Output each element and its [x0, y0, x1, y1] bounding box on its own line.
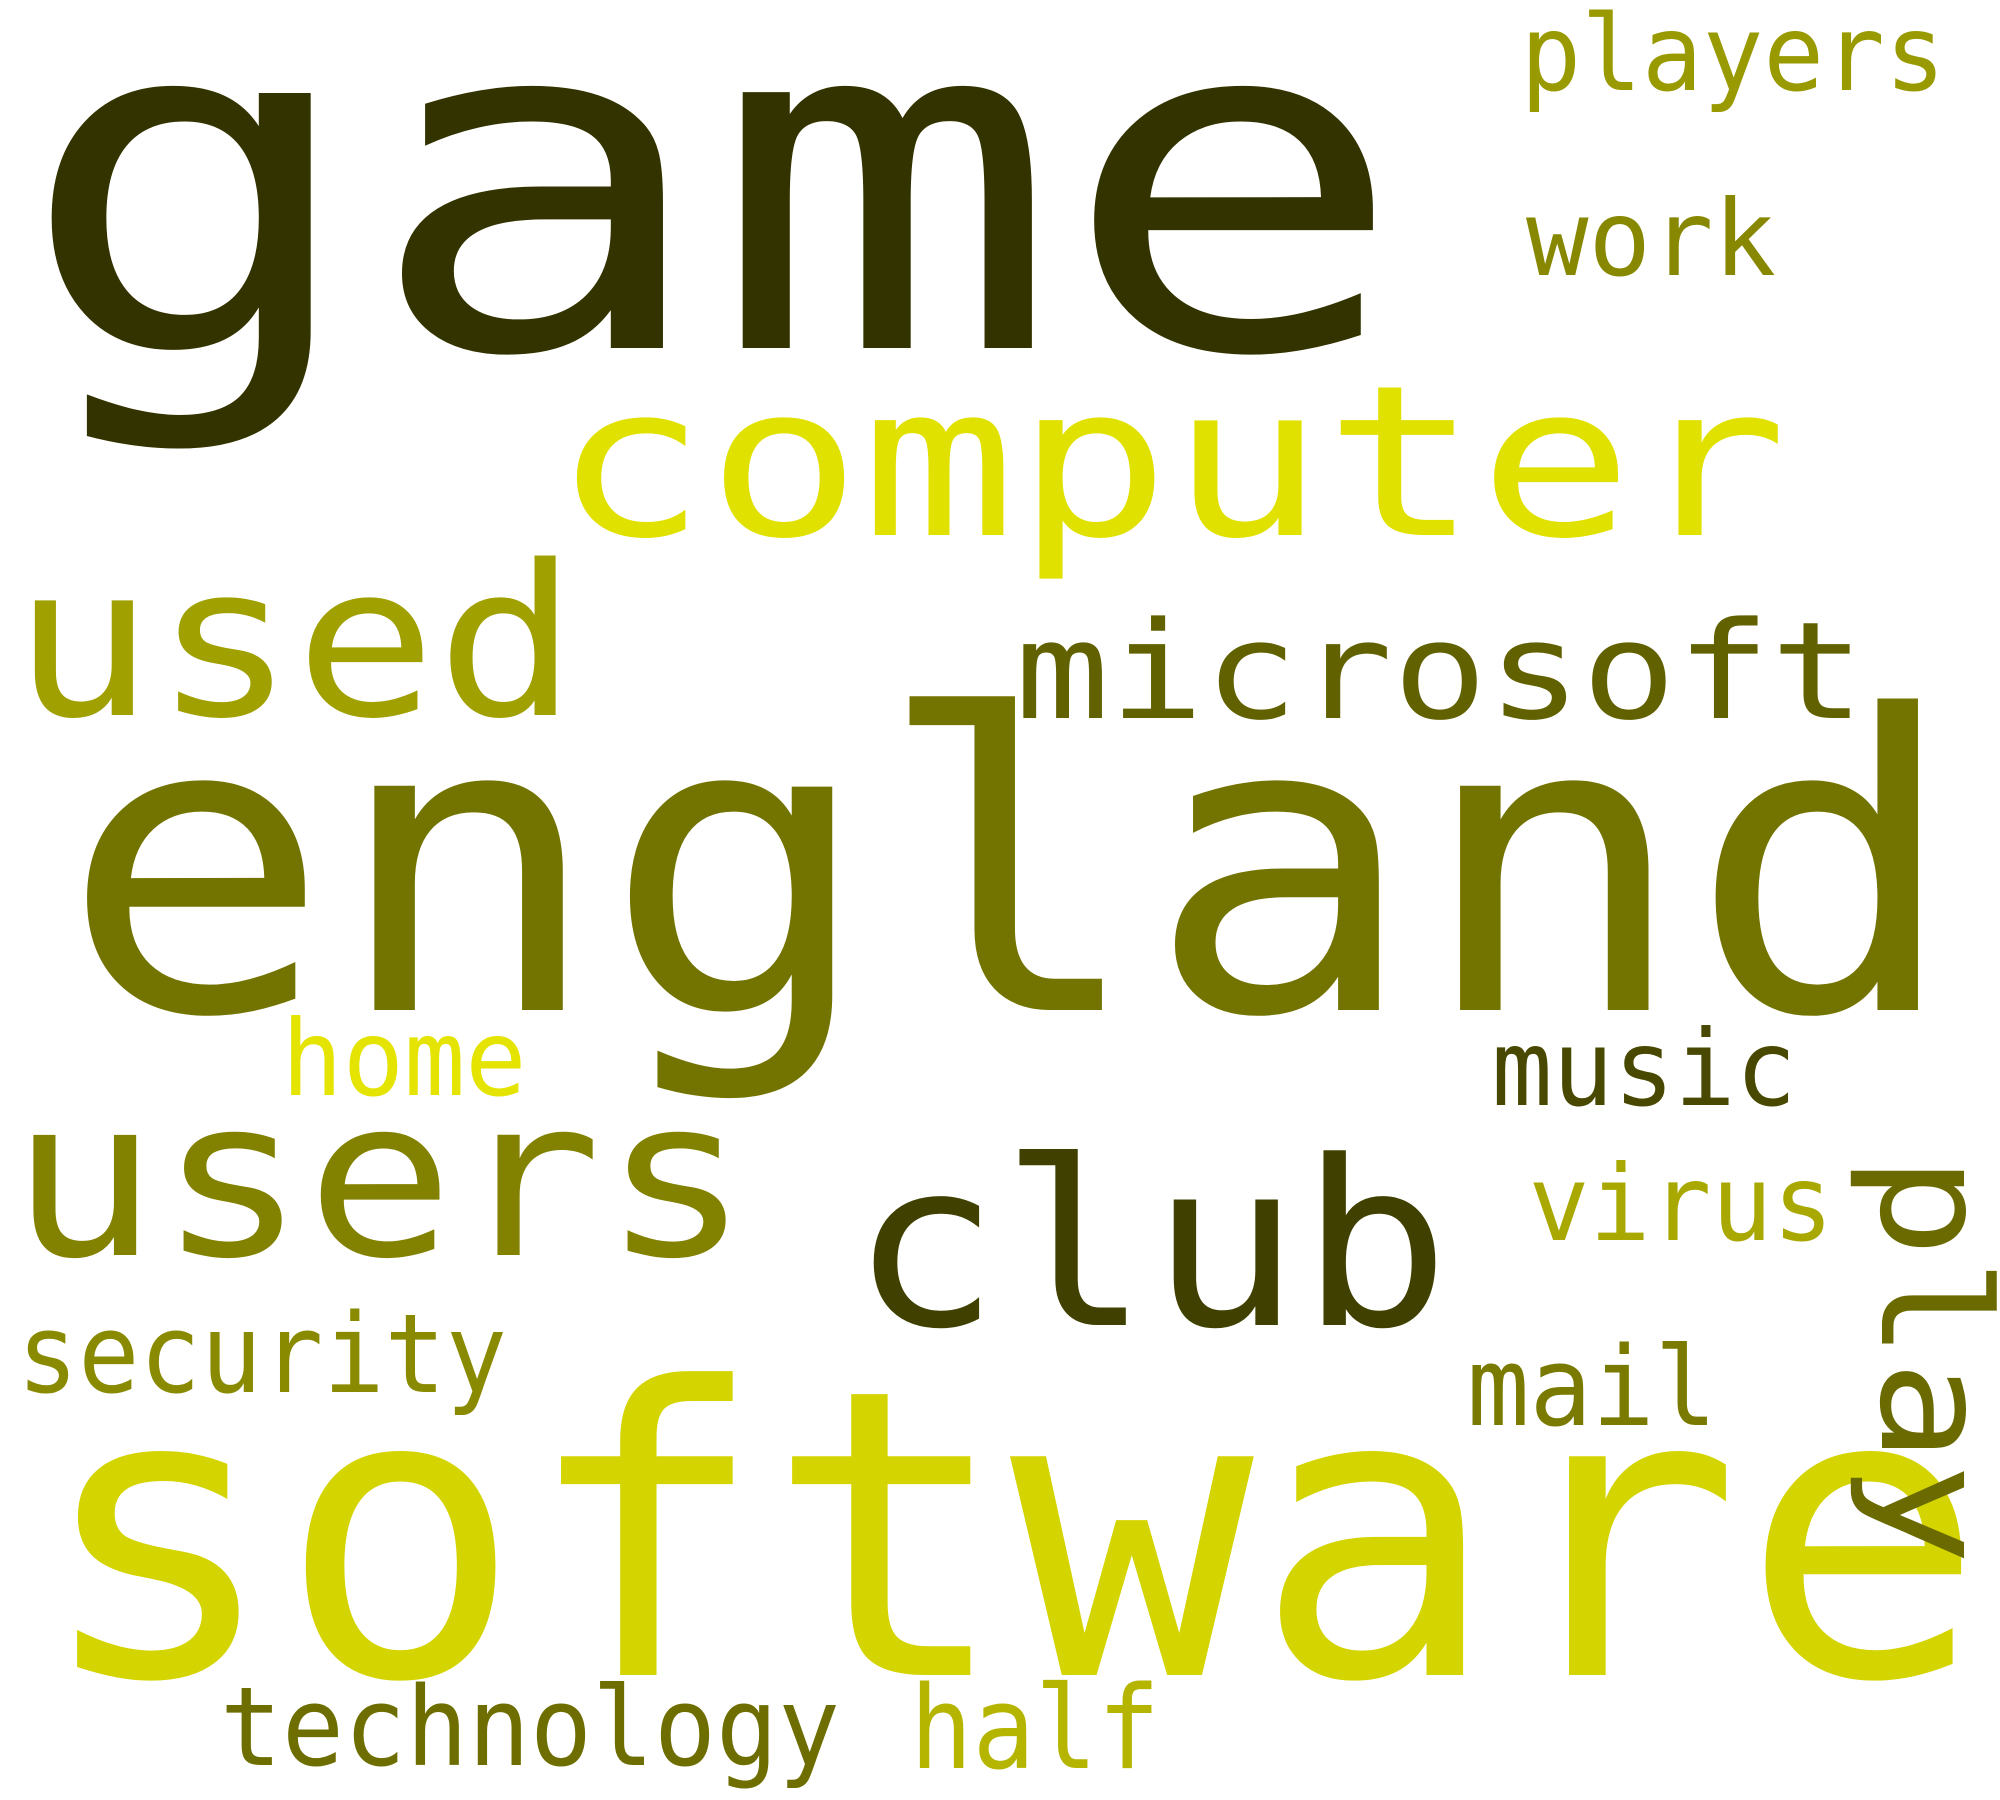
word-music: music	[1492, 1008, 1797, 1130]
word-virus: virus	[1529, 1143, 1834, 1265]
word-players: players	[1521, 0, 1946, 115]
word-security: security	[17, 1290, 507, 1418]
word-users: users	[10, 1051, 750, 1307]
word-half: half	[910, 1662, 1160, 1796]
word-club: club	[850, 1113, 1450, 1380]
word-mail: mail	[1467, 1323, 1717, 1451]
word-work: work	[1526, 178, 1776, 300]
word-microsoft: microsoft	[1015, 593, 1865, 750]
word-computer: computer	[553, 340, 1788, 585]
word-play: play	[1846, 1155, 2000, 1565]
word-england: england	[60, 629, 1960, 1107]
word-home: home	[282, 998, 527, 1120]
word-software: software	[35, 1305, 1985, 1770]
word-technology: technology	[220, 1663, 840, 1791]
word-used: used	[13, 520, 578, 765]
word-game: game	[17, 0, 1407, 459]
